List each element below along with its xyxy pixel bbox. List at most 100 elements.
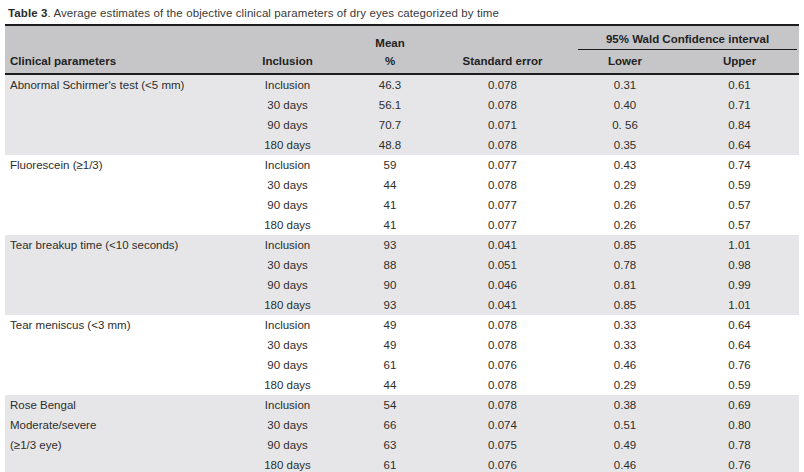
cell-upper: 0.69	[680, 395, 799, 415]
cell-standard-error: 0.076	[435, 355, 570, 375]
cell-standard-error: 0.078	[435, 375, 570, 395]
cell-time: 90 days	[230, 355, 345, 375]
cell-standard-error: 0.078	[435, 335, 570, 355]
cell-upper: 0.57	[680, 195, 799, 215]
cell-time: 180 days	[230, 455, 345, 472]
cell-parameter: Moderate/severe	[5, 415, 230, 435]
table-body: Abnormal Schirmer's test (<5 mm) Inclusio…	[5, 74, 799, 472]
cell-parameter	[5, 295, 230, 315]
cell-standard-error: 0.051	[435, 255, 570, 275]
cell-parameter	[5, 275, 230, 295]
cell-upper: 0.76	[680, 455, 799, 472]
header-upper: Upper	[680, 50, 799, 74]
cell-mean: 61	[345, 355, 435, 375]
cell-mean: 56.1	[345, 95, 435, 115]
cell-time: 180 days	[230, 135, 345, 155]
header-ci-group-label: 95% Wald Confidence interval	[578, 33, 797, 50]
cell-time: 180 days	[230, 215, 345, 235]
cell-parameter	[5, 215, 230, 235]
cell-upper: 0.98	[680, 255, 799, 275]
table-row: 90 days70.70.0710. 560.84	[5, 115, 799, 135]
table-row: 30 days490.0780.330.64	[5, 335, 799, 355]
cell-upper: 0.84	[680, 115, 799, 135]
cell-lower: 0.51	[570, 415, 680, 435]
cell-mean: 48.8	[345, 135, 435, 155]
cell-mean: 46.3	[345, 74, 435, 95]
cell-standard-error: 0.077	[435, 155, 570, 175]
cell-upper: 0.99	[680, 275, 799, 295]
cell-mean: 93	[345, 235, 435, 255]
cell-lower: 0.29	[570, 175, 680, 195]
cell-standard-error: 0.046	[435, 275, 570, 295]
cell-parameter: Tear breakup time (<10 seconds)	[5, 235, 230, 255]
header-inclusion: Inclusion	[230, 50, 345, 74]
cell-time: 90 days	[230, 435, 345, 455]
cell-mean: 44	[345, 375, 435, 395]
cell-parameter	[5, 95, 230, 115]
header-clinical-parameters: Clinical parameters	[5, 50, 230, 74]
cell-mean: 49	[345, 315, 435, 335]
header-row-bottom: Clinical parameters Inclusion % Standard…	[5, 50, 799, 74]
cell-time: Inclusion	[230, 155, 345, 175]
cell-lower: 0.33	[570, 335, 680, 355]
table-header: Mean 95% Wald Confidence interval Clinic…	[5, 25, 799, 74]
cell-parameter	[5, 335, 230, 355]
cell-time: 30 days	[230, 95, 345, 115]
cell-parameter: (≥1/3 eye)	[5, 435, 230, 455]
cell-lower: 0.31	[570, 74, 680, 95]
cell-mean: 93	[345, 295, 435, 315]
cell-time: 180 days	[230, 375, 345, 395]
cell-mean: 90	[345, 275, 435, 295]
table-row: 30 days880.0510.780.98	[5, 255, 799, 275]
table-row: 30 days56.10.0780.400.71	[5, 95, 799, 115]
cell-lower: 0.26	[570, 215, 680, 235]
cell-lower: 0.81	[570, 275, 680, 295]
cell-upper: 0.61	[680, 74, 799, 95]
cell-parameter	[5, 175, 230, 195]
cell-mean: 41	[345, 215, 435, 235]
table-row: Fluorescein (≥1/3)Inclusion590.0770.430.…	[5, 155, 799, 175]
cell-upper: 0.64	[680, 135, 799, 155]
cell-upper: 1.01	[680, 235, 799, 255]
cell-standard-error: 0.078	[435, 135, 570, 155]
cell-upper: 0.64	[680, 315, 799, 335]
cell-standard-error: 0.075	[435, 435, 570, 455]
table-row: 180 days48.80.0780.350.64	[5, 135, 799, 155]
cell-time: 30 days	[230, 175, 345, 195]
caption-label: Table 3	[8, 7, 47, 19]
cell-time: Inclusion	[230, 395, 345, 415]
cell-mean: 41	[345, 195, 435, 215]
cell-time: 90 days	[230, 275, 345, 295]
cell-upper: 0.59	[680, 375, 799, 395]
cell-mean: 61	[345, 455, 435, 472]
cell-time: Inclusion	[230, 235, 345, 255]
header-spacer	[5, 25, 230, 50]
table-row: 180 days930.0410.851.01	[5, 295, 799, 315]
table-row: (≥1/3 eye)90 days630.0750.490.78	[5, 435, 799, 455]
cell-time: 30 days	[230, 335, 345, 355]
table-row: Abnormal Schirmer's test (<5 mm)Inclusio…	[5, 74, 799, 95]
cell-upper: 0.76	[680, 355, 799, 375]
cell-parameter	[5, 135, 230, 155]
cell-parameter	[5, 255, 230, 275]
cell-mean: 44	[345, 175, 435, 195]
table-row: Tear meniscus (<3 mm)Inclusion490.0780.3…	[5, 315, 799, 335]
header-mean-percent: %	[345, 50, 435, 74]
cell-lower: 0.46	[570, 355, 680, 375]
cell-lower: 0.78	[570, 255, 680, 275]
table-row: 90 days900.0460.810.99	[5, 275, 799, 295]
cell-lower: 0.38	[570, 395, 680, 415]
cell-upper: 0.74	[680, 155, 799, 175]
cell-standard-error: 0.078	[435, 395, 570, 415]
cell-standard-error: 0.041	[435, 295, 570, 315]
table-caption: Table 3. Average estimates of the object…	[0, 0, 804, 24]
cell-upper: 0.59	[680, 175, 799, 195]
cell-lower: 0.29	[570, 375, 680, 395]
cell-standard-error: 0.078	[435, 315, 570, 335]
cell-standard-error: 0.077	[435, 195, 570, 215]
cell-parameter: Abnormal Schirmer's test (<5 mm)	[5, 74, 230, 95]
header-mean: Mean	[345, 25, 435, 50]
cell-upper: 0.78	[680, 435, 799, 455]
cell-mean: 59	[345, 155, 435, 175]
caption-text: . Average estimates of the objective cli…	[47, 7, 499, 19]
